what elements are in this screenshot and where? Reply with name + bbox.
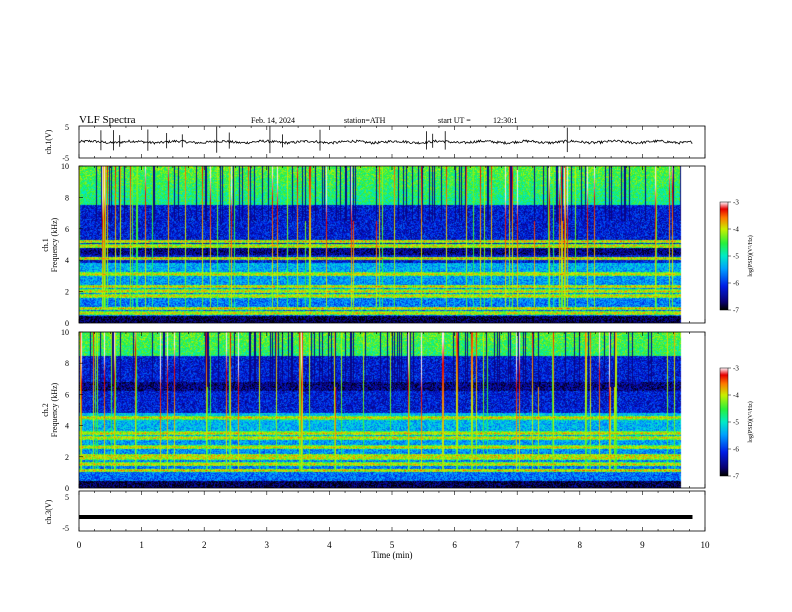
ch2-spectrogram-panel: ch.2 Frequency (kHz) 0 2 4 6 8 10: [41, 328, 706, 493]
ch1-ytick-bottom: -5: [62, 154, 69, 163]
colorbar-tick-label: -7: [733, 307, 739, 315]
ch1-spec-ylabel-channel: ch.1: [41, 238, 50, 252]
ch3-ylabel: ch.3(V): [44, 499, 53, 524]
ch2-spec-ylabel-channel: ch.2: [41, 403, 50, 417]
colorbar-tick-label: -5: [733, 253, 739, 261]
x-tick-label: 5: [390, 540, 395, 550]
colorbar-tick-label: -5: [733, 419, 739, 427]
x-tick-label: 9: [640, 540, 645, 550]
ch3-ytick-bottom: -5: [62, 524, 69, 533]
ch1-spec-ytick-label: 2: [65, 288, 69, 297]
figure-title: VLF Spectra: [79, 114, 136, 126]
x-axis-label: Time (min): [372, 550, 413, 560]
ch2-spec-ytick-label: 4: [65, 422, 69, 431]
ch2-spectrogram-image: [79, 332, 693, 488]
colorbar-ch1-ticks: -3 -4 -5 -6 -7: [728, 199, 739, 315]
ch1-trace-line: [78, 139, 693, 145]
ch2-spec-ytick-label: 10: [61, 328, 69, 337]
colorbar-tick-label: -4: [733, 226, 739, 234]
start-time-value: 12:30:1: [493, 116, 517, 125]
colorbar-tick-label: -3: [733, 365, 739, 373]
x-tick-label: 6: [452, 540, 457, 550]
ch1-xticks: [78, 126, 706, 158]
station-label: station=ATH: [344, 116, 386, 125]
colorbar-ch1-gradient: [720, 202, 728, 310]
ch1-waveform-trace: [78, 126, 693, 154]
colorbar-ch2-ticks: -3 -4 -5 -6 -7: [728, 365, 739, 481]
ch1-spec-ylabel-freq: Frequency (kHz): [50, 217, 59, 272]
ch3-frame: [78, 490, 706, 532]
ch1-spec-xticks: [78, 166, 706, 323]
colorbar-tick-label: -4: [733, 392, 739, 400]
x-tick-label: 8: [578, 540, 583, 550]
ch1-spec-yticks: 0 2 4 6 8 10: [61, 162, 83, 328]
ch3-panel: ch.3(V) 5 -5: [44, 490, 706, 533]
ch2-spec-ytick-label: 2: [65, 453, 69, 462]
x-tick-label: 2: [202, 540, 207, 550]
ch3-ytick-top: 5: [65, 493, 69, 502]
start-label: start UT =: [438, 116, 471, 125]
date-label: Feb. 14, 2024: [251, 116, 295, 125]
ch3-waveform-trace: [79, 515, 693, 519]
ch3-xticks: [78, 491, 706, 531]
x-tick-label: 3: [265, 540, 270, 550]
ch2-spec-ytick-label: 0: [65, 484, 69, 493]
x-tick-label: 1: [139, 540, 144, 550]
ch1-spec-ytick-label: 6: [65, 225, 69, 234]
ch2-spec-ylabel-freq: Frequency (kHz): [50, 382, 59, 437]
ch1-spectrogram-image: [79, 166, 693, 323]
x-tick-label: 4: [327, 540, 332, 550]
colorbar-tick-label: -6: [733, 446, 739, 454]
colorbar-ch2-gradient: [720, 368, 728, 476]
ch1-panel: ch.1(V) 5 -5: [44, 123, 706, 163]
ch1-spec-ytick-label: 8: [65, 193, 69, 202]
ch2-spec-ytick-label: 8: [65, 359, 69, 368]
colorbar-tick-label: -7: [733, 473, 739, 481]
colorbar-ch2: -3 -4 -5 -6 -7 log(PSD)(V²/Hz): [719, 365, 754, 481]
colorbar-ch1: -3 -4 -5 -6 -7 log(PSD)(V²/Hz): [719, 199, 754, 315]
x-axis-tick-labels: 0 1 2 3 4 5 6 7 8 9 10: [77, 540, 710, 550]
x-tick-label: 7: [515, 540, 520, 550]
colorbar-tick-label: -6: [733, 280, 739, 288]
ch1-ytick-top: 5: [65, 123, 69, 132]
ch1-ylabel: ch.1(V): [44, 129, 53, 154]
colorbar-ch1-label: log(PSD)(V²/Hz): [747, 235, 754, 276]
colorbar-ch2-label: log(PSD)(V²/Hz): [747, 401, 754, 442]
ch1-spectrogram-panel: ch.1 Frequency (kHz) 0 2 4 6 8 10: [41, 162, 706, 328]
ch1-spec-ytick-label: 10: [61, 162, 69, 171]
ch1-spec-ytick-label: 0: [65, 319, 69, 328]
ch2-spec-ytick-label: 6: [65, 390, 69, 399]
ch2-spec-xticks: [78, 332, 706, 488]
x-tick-label: 0: [77, 540, 82, 550]
x-tick-label: 10: [701, 540, 711, 550]
ch2-spec-yticks: 0 2 4 6 8 10: [61, 328, 83, 493]
colorbar-tick-label: -3: [733, 199, 739, 207]
ch1-spec-ytick-label: 4: [65, 256, 69, 265]
